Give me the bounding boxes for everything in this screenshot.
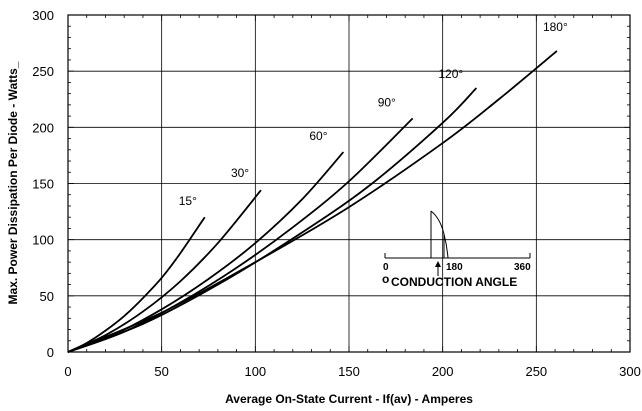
x-tick-label: 250	[525, 364, 547, 379]
curve-180deg	[67, 50, 558, 353]
y-tick-label: 150	[32, 177, 54, 192]
inset-label-180: 180	[446, 262, 463, 273]
x-axis-title: Average On-State Current - If(av) - Ampe…	[225, 392, 473, 406]
curve-labels: 15° 30° 60° 90° 120° 180°	[179, 20, 568, 208]
curve-120deg	[67, 87, 478, 353]
curve-90deg	[67, 117, 414, 353]
curve-label-15deg: 15°	[179, 194, 197, 208]
curve-30deg	[67, 189, 262, 353]
x-tick-label: 300	[619, 364, 641, 379]
curve-label-90deg: 90°	[378, 95, 396, 109]
y-tick-label: 300	[32, 8, 54, 23]
x-tick-label: 150	[338, 364, 360, 379]
x-tick-label: 200	[432, 364, 454, 379]
axis-ticks: 0 50 100 150 200 250 300 0 50 100 150 200 250 300	[32, 8, 641, 379]
y-tick-label: 250	[32, 64, 54, 79]
conduction-angle-inset: 0 180 360 o CONDUCTION ANGLE	[382, 210, 531, 289]
inset-caption: CONDUCTION ANGLE	[391, 275, 517, 289]
x-tick-label: 0	[64, 364, 71, 379]
inset-label-360: 360	[514, 262, 531, 273]
x-tick-label: 50	[154, 364, 168, 379]
y-tick-label: 0	[47, 345, 54, 360]
curve-15deg	[67, 216, 206, 353]
curve-label-180deg: 180°	[543, 20, 568, 34]
y-tick-label: 50	[40, 289, 54, 304]
inset-degree-mark: o	[382, 272, 389, 286]
curves	[67, 50, 558, 353]
y-tick-label: 200	[32, 120, 54, 135]
inset-arrow-head	[435, 261, 441, 267]
curve-label-120deg: 120°	[438, 67, 463, 81]
curve-label-30deg: 30°	[231, 166, 249, 180]
inset-label-0: 0	[383, 262, 389, 273]
curve-label-60deg: 60°	[309, 129, 327, 143]
grid-lines	[68, 15, 630, 352]
y-axis-title: Max. Power Dissipation Per Diode - Watts…	[6, 61, 20, 304]
inset-waveform-icon	[430, 210, 449, 259]
x-tick-label: 100	[244, 364, 266, 379]
y-tick-label: 100	[32, 233, 54, 248]
curve-60deg	[67, 151, 345, 353]
